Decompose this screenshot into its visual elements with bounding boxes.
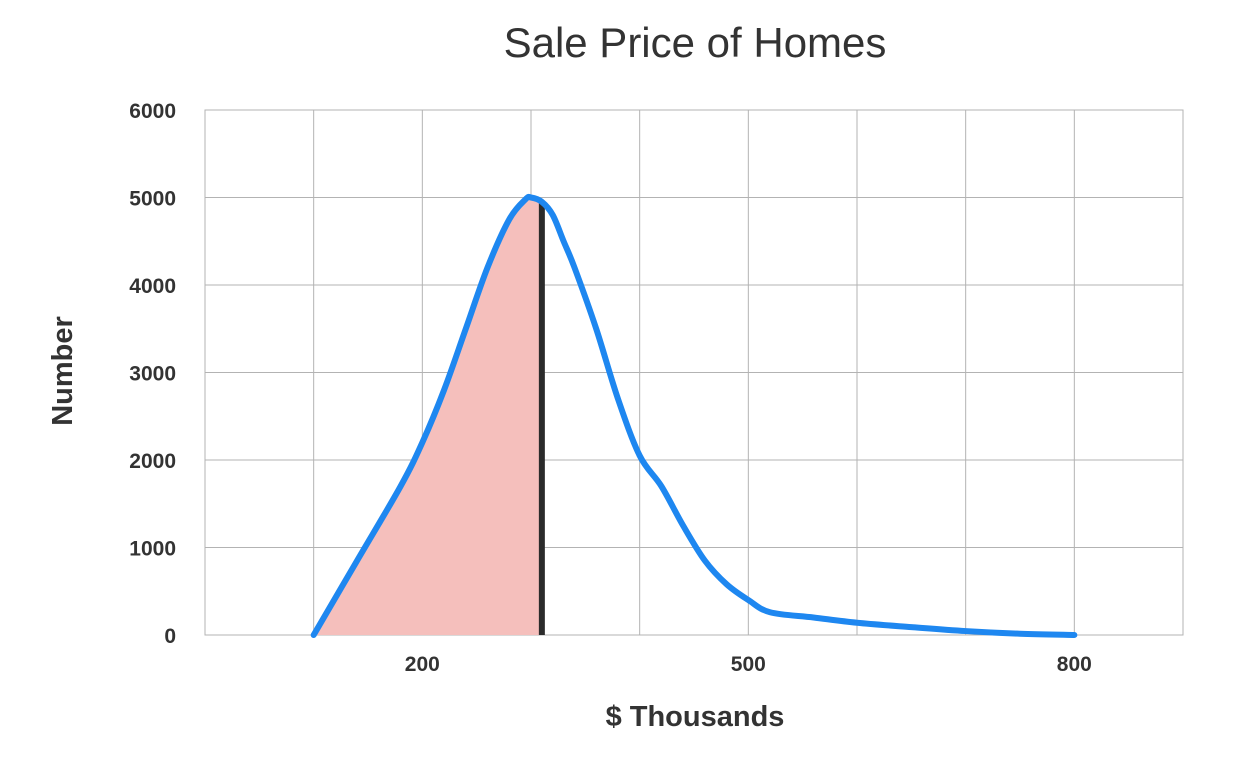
shaded-area bbox=[313, 196, 542, 635]
plot-frame bbox=[204, 109, 1184, 636]
x-tick-labels: 200 500 800 bbox=[405, 653, 1092, 676]
x-axis-label: $ Thousands bbox=[606, 701, 785, 733]
y-tick-label: 0 bbox=[164, 625, 176, 648]
y-tick-label: 3000 bbox=[129, 363, 176, 386]
y-tick-label: 2000 bbox=[129, 450, 176, 473]
y-tick-label: 6000 bbox=[129, 100, 176, 123]
x-tick-label: 500 bbox=[731, 653, 766, 676]
grid bbox=[204, 109, 1184, 636]
y-tick-label: 5000 bbox=[129, 188, 176, 211]
y-axis-label: Number bbox=[47, 316, 79, 426]
shaded-region-layer bbox=[313, 196, 542, 635]
x-tick-label: 200 bbox=[405, 653, 440, 676]
y-tick-labels: 0 1000 2000 3000 4000 5000 6000 bbox=[129, 100, 176, 648]
y-tick-label: 4000 bbox=[129, 275, 176, 298]
chart-title: Sale Price of Homes bbox=[504, 19, 887, 66]
distribution-curve bbox=[310, 193, 1078, 638]
x-tick-label: 800 bbox=[1057, 653, 1092, 676]
y-tick-label: 1000 bbox=[129, 538, 176, 561]
curve-layer bbox=[310, 193, 1078, 638]
